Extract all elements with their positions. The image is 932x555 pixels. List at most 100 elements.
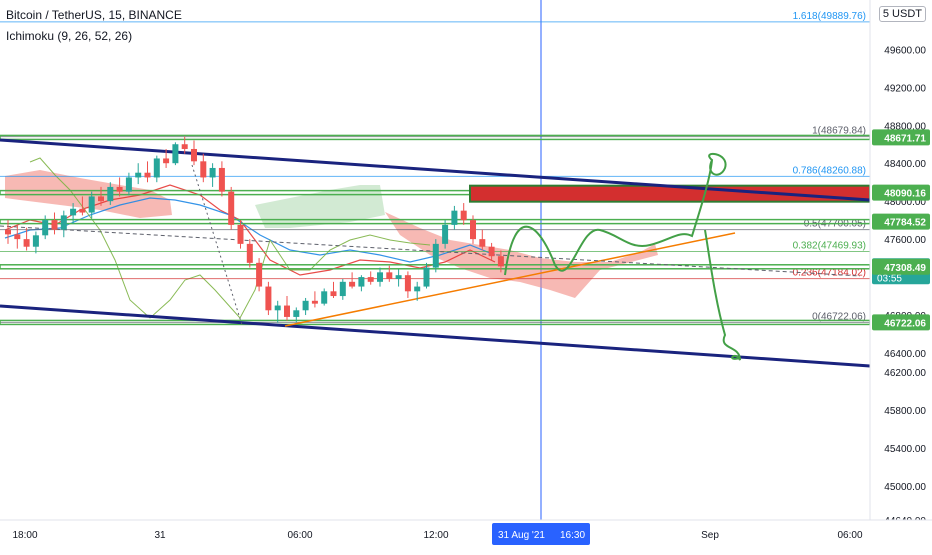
fib-label: 0(46722.06): [812, 311, 866, 322]
candle-body: [377, 272, 383, 282]
candle-body: [339, 281, 346, 297]
candle-body: [32, 235, 39, 247]
candle-body: [265, 286, 272, 311]
candle-body: [200, 161, 207, 178]
channel-lower-line: [0, 304, 871, 368]
candle-body: [349, 281, 356, 287]
price-label-text: 47784.52: [884, 218, 926, 229]
price-label-badge: [872, 258, 930, 275]
resistance-box: [469, 184, 871, 203]
candle-body: [181, 144, 188, 149]
candle-body: [209, 167, 216, 178]
price-axis-tick: 45000.00: [884, 482, 926, 493]
time-axis-tick: 06:00: [287, 530, 312, 541]
candle-body: [497, 256, 504, 267]
price-axis-tick: 45800.00: [884, 406, 926, 417]
price-axis-tick: 49600.00: [884, 45, 926, 56]
candle-body: [163, 158, 170, 164]
candle-body: [302, 300, 309, 311]
candle-body: [23, 239, 30, 247]
currency-prefix: 5: [882, 8, 889, 20]
price-label-badge: [872, 314, 930, 331]
candle-body: [135, 172, 142, 178]
candle-body: [256, 262, 263, 287]
candle-body: [274, 305, 281, 311]
ichimoku-cloud-bearish-future: [385, 212, 658, 298]
candle-body: [14, 234, 21, 240]
candle-body: [432, 243, 439, 268]
ichimoku-cloud-bullish: [255, 185, 385, 228]
ichimoku-conversion-line: [4, 197, 496, 263]
symbol-title: Bitcoin / TetherUS, 15, BINANCE: [6, 8, 182, 22]
candle-body: [60, 215, 67, 230]
candle-body: [5, 229, 11, 235]
hand-drawn-projection: [504, 152, 741, 361]
candle-body: [42, 220, 49, 236]
price-label-text: 48090.16: [884, 189, 926, 200]
price-axis-tick: 48800.00: [884, 121, 926, 132]
price-axis-tick: 48000.00: [884, 197, 926, 208]
candle-body: [107, 186, 114, 202]
crosshair-date-label: 31 Aug '21: [498, 530, 545, 541]
candle-body: [116, 186, 123, 192]
candle-body: [460, 210, 467, 221]
candle-body: [442, 224, 449, 244]
fib-label: 0.382(47469.93): [793, 240, 866, 251]
candle-body: [98, 196, 104, 202]
time-axis-tick: 12:00: [423, 530, 448, 541]
candle-body: [330, 291, 337, 297]
price-axis-tick: 46400.00: [884, 349, 926, 360]
candle-body: [321, 291, 328, 304]
support-resistance-zone: [0, 218, 871, 225]
fib-label: 0.236(47184.02): [793, 268, 866, 279]
candle-body: [79, 208, 86, 213]
candle-body: [70, 208, 77, 216]
candle-body: [218, 167, 225, 192]
candle-body: [488, 246, 495, 257]
candle-body: [414, 286, 421, 292]
indicator-title: Ichimoku (9, 26, 52, 26): [6, 29, 133, 43]
candle-body: [358, 277, 365, 287]
candle-body: [172, 144, 179, 164]
fib-label: 1.618(49889.76): [793, 11, 866, 22]
candle-body: [125, 177, 132, 192]
support-resistance-zone: [0, 134, 871, 141]
candle-body: [191, 148, 197, 162]
price-label-countdown: 03:55: [877, 273, 902, 284]
ascending-trendline: [284, 232, 736, 327]
candle-body: [386, 272, 393, 279]
price-axis-tick: 49200.00: [884, 83, 926, 94]
time-axis-tick: 31: [154, 530, 166, 541]
time-axis-background: [0, 520, 932, 550]
candle-body: [153, 158, 160, 178]
candle-body: [470, 220, 476, 240]
price-label-badge: [872, 184, 930, 201]
dotted-fib-connector: [191, 164, 243, 326]
price-axis-tick: 45400.00: [884, 444, 926, 455]
time-axis-tick: Sep: [701, 530, 719, 541]
price-axis-tick: 47600.00: [884, 235, 926, 246]
fib-label: 1(48679.84): [812, 126, 866, 137]
price-label-badge: [872, 129, 930, 146]
candle-body: [284, 305, 290, 317]
candle-body: [246, 243, 253, 263]
currency-badge[interactable]: 5 USDT: [878, 6, 926, 22]
fib-label: 0.786(48260.88): [793, 165, 866, 176]
dashed-trendline: [0, 225, 861, 277]
crosshair-time-badge: [492, 523, 590, 545]
candle-body: [423, 267, 430, 287]
price-label-text: 48671.71: [884, 133, 926, 144]
candle-body: [144, 172, 151, 178]
currency-label: USDT: [892, 8, 922, 20]
crosshair-time-label: 16:30: [560, 530, 585, 541]
candle-body: [395, 275, 402, 279]
price-axis-tick: 46200.00: [884, 368, 926, 379]
time-axis-tick: 18:00: [12, 530, 37, 541]
candle-body: [479, 239, 486, 247]
candle-body: [451, 210, 458, 225]
candle-body: [237, 224, 244, 244]
price-label-text: 46722.06: [884, 318, 926, 329]
candle-body: [228, 191, 235, 225]
